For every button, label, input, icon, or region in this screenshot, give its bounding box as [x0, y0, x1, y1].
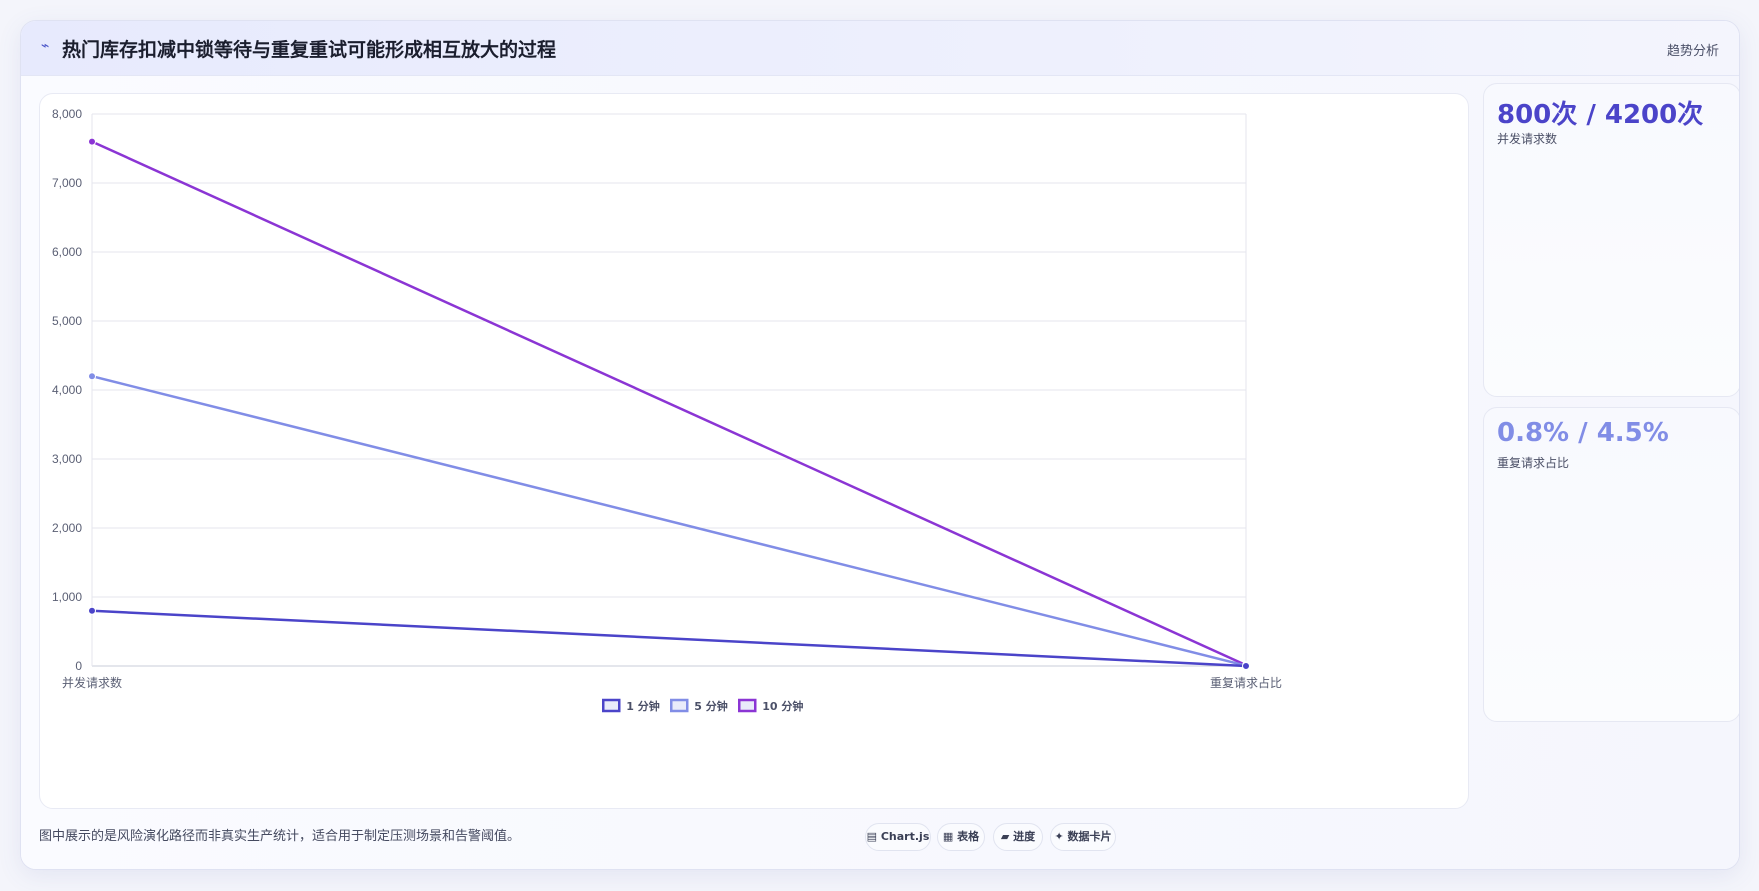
legend-entry: 10 分钟 [762, 699, 803, 713]
dashboard-card: ⌁ 热门库存扣减中锁等待与重复重试可能形成相互放大的过程 趋势分析 0 1,000… [20, 20, 1740, 870]
legend-swatch [738, 698, 757, 713]
stat-value: 800次 / 4200次 [1497, 100, 1704, 130]
table-icon: ▦ [942, 830, 954, 843]
x-tick-label: 重复请求占比 [1210, 675, 1282, 690]
footnote: 图中展示的是风险演化路径而非真实生产统计，适合用于制定压测场景和告警阈值。 [39, 829, 521, 844]
y-tick-label: 4,000 [52, 383, 82, 397]
data-point [1242, 661, 1250, 670]
stat-value: 0.8% / 4.5% [1497, 418, 1669, 448]
stat-label: 并发请求数 [1497, 132, 1558, 146]
x-tick-label: 并发请求数 [62, 675, 122, 690]
data-point [88, 606, 96, 615]
line-chart: 0 1,000 2,000 3,000 4,000 5,000 6,000 7,000 8,00… [52, 107, 1282, 713]
stat-label: 重复请求占比 [1497, 456, 1570, 470]
series-line [91, 374, 1247, 667]
y-tick-label: 0 [75, 659, 82, 673]
chart-panel: 0 1,000 2,000 3,000 4,000 5,000 6,000 7,000 8,00… [39, 93, 1469, 809]
stat-card-concurrent-requests: 800次 / 4200次 并发请求数 [1483, 83, 1739, 397]
legend-swatch [670, 698, 689, 713]
y-tick-label: 1,000 [52, 590, 82, 604]
y-tick-label: 3,000 [52, 452, 82, 466]
data-point [88, 372, 96, 381]
progress-icon: ▰ [1000, 830, 1010, 843]
chart-icon: ▤ [866, 830, 878, 843]
tool-chartjs-button[interactable]: ▤ Chart.js [865, 823, 931, 851]
tool-progress-button[interactable]: ▰ 进度 [993, 823, 1043, 851]
trend-analysis-label[interactable]: 趋势分析 [1666, 44, 1719, 59]
stat-card-duplicate-ratio: 0.8% / 4.5% 重复请求占比 [1483, 407, 1739, 722]
y-tick-label: 6,000 [52, 245, 82, 259]
legend-swatch [602, 698, 621, 713]
data-point [88, 137, 96, 146]
series-line [91, 609, 1247, 668]
lightning-icon: ⌁ [41, 38, 50, 54]
y-tick-label: 2,000 [52, 521, 82, 535]
sparkle-icon: ✦ [1054, 830, 1064, 843]
y-tick-label: 7,000 [52, 176, 82, 190]
card-header: ⌁ 热门库存扣减中锁等待与重复重试可能形成相互放大的过程 趋势分析 [21, 21, 1739, 76]
page-title: 热门库存扣减中锁等待与重复重试可能形成相互放大的过程 [62, 39, 557, 61]
y-tick-label: 8,000 [52, 107, 82, 121]
tool-table-button[interactable]: ▦ 表格 [937, 823, 985, 851]
legend-entry: 1 分钟 [626, 699, 659, 713]
series-line [91, 140, 1247, 667]
y-tick-label: 5,000 [52, 314, 82, 328]
tool-data-card-button[interactable]: ✦ 数据卡片 [1050, 823, 1116, 851]
legend-entry: 5 分钟 [694, 699, 727, 713]
